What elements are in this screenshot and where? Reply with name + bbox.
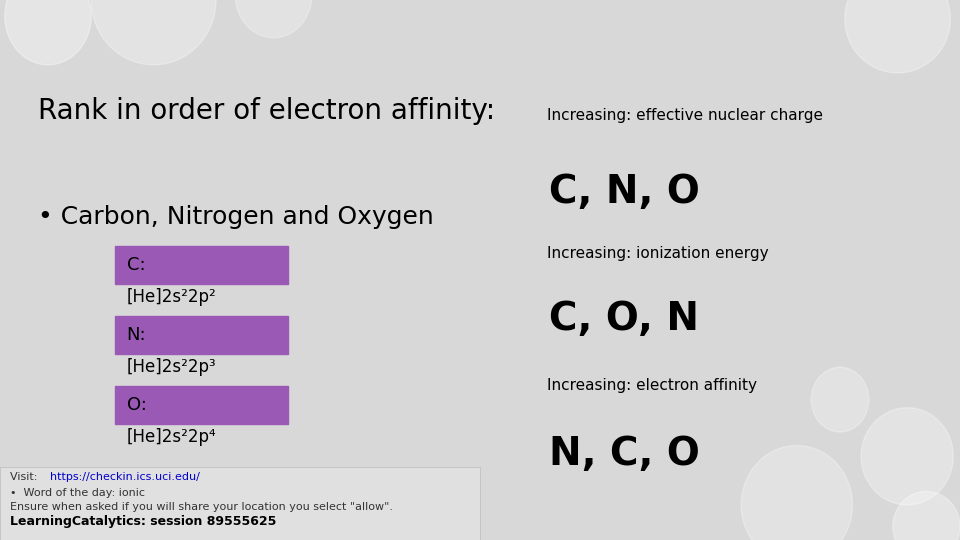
Ellipse shape bbox=[861, 408, 953, 505]
Ellipse shape bbox=[741, 446, 852, 540]
Text: N:: N: bbox=[127, 326, 146, 344]
Text: LearningCatalytics: session 89555625: LearningCatalytics: session 89555625 bbox=[10, 515, 276, 528]
Text: C:: C: bbox=[127, 255, 145, 274]
Text: [He]2s²2p⁴: [He]2s²2p⁴ bbox=[127, 428, 216, 446]
Text: N, C, O: N, C, O bbox=[548, 435, 700, 472]
Text: Increasing: electron affinity: Increasing: electron affinity bbox=[547, 378, 757, 393]
Text: • Carbon, Nitrogen and Oxygen: • Carbon, Nitrogen and Oxygen bbox=[38, 205, 434, 229]
Text: O:: O: bbox=[127, 396, 147, 414]
Ellipse shape bbox=[845, 0, 950, 73]
Text: https://checkin.ics.uci.edu/: https://checkin.ics.uci.edu/ bbox=[50, 471, 200, 482]
Text: Increasing: ionization energy: Increasing: ionization energy bbox=[547, 246, 769, 261]
Text: C, O, N: C, O, N bbox=[549, 300, 699, 338]
FancyBboxPatch shape bbox=[115, 316, 288, 354]
Ellipse shape bbox=[91, 0, 216, 65]
Text: Rank in order of electron affinity:: Rank in order of electron affinity: bbox=[38, 97, 495, 125]
Text: C, N, O: C, N, O bbox=[548, 173, 700, 211]
Text: [He]2s²2p²: [He]2s²2p² bbox=[127, 288, 216, 306]
Text: [He]2s²2p³: [He]2s²2p³ bbox=[127, 358, 216, 376]
Text: Increasing: effective nuclear charge: Increasing: effective nuclear charge bbox=[547, 108, 823, 123]
Text: Ensure when asked if you will share your location you select "allow".: Ensure when asked if you will share your… bbox=[10, 502, 393, 512]
FancyBboxPatch shape bbox=[0, 467, 480, 540]
Ellipse shape bbox=[235, 0, 312, 38]
Ellipse shape bbox=[893, 491, 960, 540]
FancyBboxPatch shape bbox=[115, 386, 288, 424]
Ellipse shape bbox=[811, 367, 869, 432]
Text: •  Word of the day: ionic: • Word of the day: ionic bbox=[10, 488, 145, 498]
Ellipse shape bbox=[5, 0, 91, 65]
Text: Visit:: Visit: bbox=[10, 471, 40, 482]
FancyBboxPatch shape bbox=[115, 246, 288, 284]
